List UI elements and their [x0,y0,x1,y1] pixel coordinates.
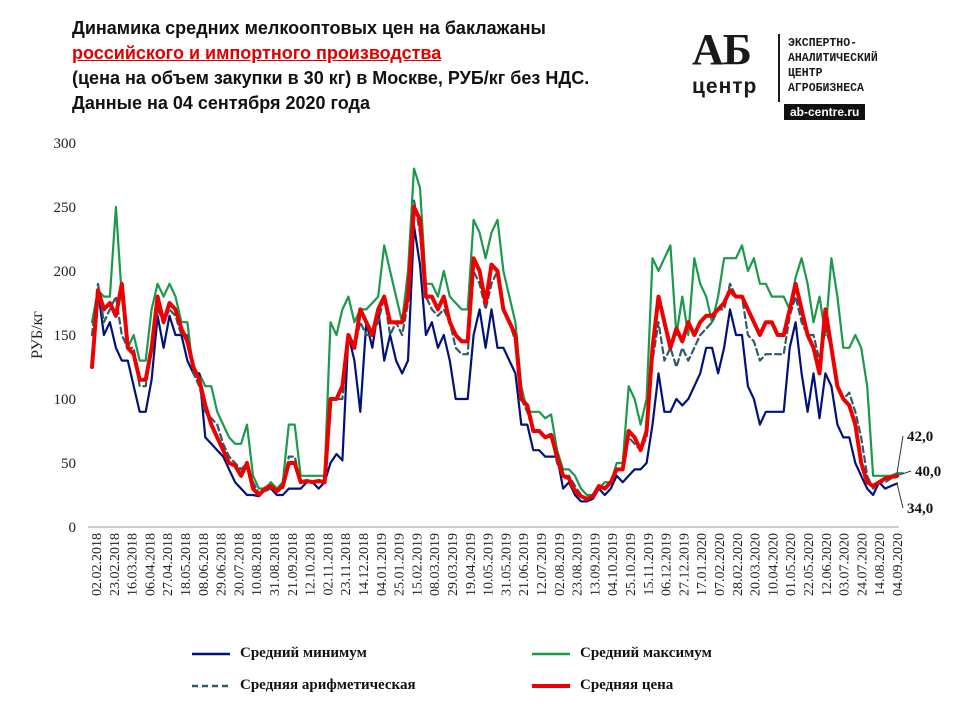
x-tick-label: 15.02.2019 [410,533,425,596]
legend-swatch-max [532,652,570,656]
x-tick-label: 08.03.2019 [428,533,443,596]
legend-label-price: Средняя цена [580,677,674,693]
x-tick-label: 29.06.2018 [215,533,230,596]
x-tick-label: 02.08.2019 [553,533,568,596]
logo-description: ЭКСПЕРТНО- АНАЛИТИЧЕСКИЙ ЦЕНТР АГРОБИЗНЕ… [788,36,878,96]
legend-swatch-price [532,684,570,688]
logo-desc-line-1: ЭКСПЕРТНО- [788,37,858,50]
title-line-4: Данные на 04 сентября 2020 года [72,93,370,113]
x-tick-label: 20.07.2018 [232,533,247,596]
title-line-1: Динамика средних мелкооптовых цен на бак… [72,18,546,38]
logo-desc-line-2: АНАЛИТИЧЕСКИЙ [788,52,878,65]
end-label-price: 40,0 [915,464,941,480]
x-tick-label: 31.05.2019 [499,533,514,596]
x-tick-label: 06.12.2019 [660,533,675,596]
x-tick-label: 07.02.2020 [713,533,728,596]
x-tick-label: 08.06.2018 [197,533,212,596]
x-tick-label: 10.08.2018 [250,533,265,596]
y-tick-label: 300 [54,136,77,152]
y-tick-label: 200 [54,264,77,280]
x-tick-label: 23.02.2018 [108,533,123,596]
y-tick-label: 100 [54,392,77,408]
series-line-min [90,225,899,503]
x-tick-label: 13.09.2019 [588,533,603,596]
x-tick-label: 06.04.2018 [143,533,158,596]
logo-mark-top: АБ [692,25,752,74]
legend-swatch-avg [192,684,230,688]
x-tick-label: 21.06.2019 [517,533,532,596]
x-tick-label: 02.02.2018 [90,533,105,596]
end-label-min: 34,0 [907,501,933,517]
x-tick-label: 12.07.2019 [535,533,550,596]
ab-centre-logo: АБ центр ЭКСПЕРТНО- АНАЛИТИЧЕСКИЙ ЦЕНТР … [688,26,926,122]
x-tick-label: 16.03.2018 [126,533,141,596]
end-label-leader-price [896,470,912,477]
legend-label-max: Средний максимум [580,645,712,661]
x-tick-label: 28.02.2020 [731,533,746,596]
x-tick-label: 29.03.2019 [446,533,461,596]
x-tick-label: 25.01.2019 [393,533,408,596]
x-tick-label: 14.08.2020 [873,533,888,596]
legend-label-min: Средний минимум [240,645,367,661]
x-tick-label: 10.05.2019 [482,533,497,596]
series-line-max [90,167,905,497]
x-tick-label: 02.11.2018 [321,533,336,595]
y-tick-label: 0 [69,520,77,536]
logo-mark-bottom: центр [692,75,758,98]
title-line-2: российского и импортного производства [72,43,442,63]
x-tick-label: 17.01.2020 [695,533,710,596]
x-tick-label: 18.05.2018 [179,533,194,596]
end-label-leader-max [896,435,904,474]
legend-swatch-min [192,652,230,656]
logo-divider [778,34,780,102]
x-tick-label: 04.09.2020 [891,533,906,596]
end-label-leader-min [896,483,904,509]
x-tick-label: 27.12.2019 [677,533,692,596]
y-axis-label: РУБ/кг [29,311,46,359]
x-tick-label: 01.05.2020 [784,533,799,596]
logo-desc-line-3: ЦЕНТР [788,67,823,80]
x-tick-label: 04.10.2019 [606,533,621,596]
end-label-max: 42,0 [907,429,933,445]
legend-label-avg: Средняя арифметическая [240,677,416,693]
series-line-price [90,205,899,501]
x-tick-label: 24.07.2020 [855,533,870,596]
x-tick-label: 10.04.2020 [766,533,781,596]
x-tick-label: 19.04.2019 [464,533,479,596]
x-tick-label: 27.04.2018 [161,533,176,596]
x-tick-label: 12.06.2020 [820,533,835,596]
x-tick-label: 25.10.2019 [624,533,639,596]
y-tick-label: 150 [54,328,77,344]
y-tick-label: 250 [54,200,77,216]
series-line-avg [90,199,899,500]
logo-url: ab-centre.ru [784,104,866,120]
x-tick-label: 20.03.2020 [749,533,764,596]
x-tick-label: 15.11.2019 [642,533,657,595]
chart-title: Динамика средних мелкооптовых цен на бак… [72,16,672,116]
x-tick-label: 12.10.2018 [304,533,319,596]
y-tick-label: 50 [61,456,76,472]
x-tick-label: 04.01.2019 [375,533,390,596]
x-tick-label: 14.12.2018 [357,533,372,596]
x-tick-label: 23.11.2018 [339,533,354,595]
x-tick-label: 21.09.2018 [286,533,301,596]
x-tick-label: 23.08.2019 [571,533,586,596]
title-line-3: (цена на объем закупки в 30 кг) в Москве… [72,68,590,88]
x-tick-label: 22.05.2020 [802,533,817,596]
x-tick-label: 03.07.2020 [838,533,853,596]
x-tick-label: 31.08.2018 [268,533,283,596]
logo-desc-line-4: АГРОБИЗНЕСА [788,82,864,95]
